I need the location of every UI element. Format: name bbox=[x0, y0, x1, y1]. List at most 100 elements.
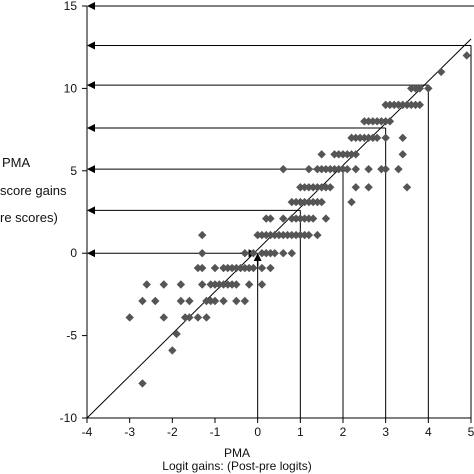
data-point-diamond bbox=[266, 263, 275, 273]
data-points bbox=[125, 51, 471, 388]
y-axis-label-line-1: PMA bbox=[2, 155, 31, 170]
data-point-diamond bbox=[223, 280, 232, 289]
data-point-diamond bbox=[206, 280, 215, 289]
data-point-diamond bbox=[172, 329, 181, 339]
x-tick-label: -2 bbox=[167, 425, 178, 439]
data-point-diamond bbox=[338, 150, 348, 159]
data-point-diamond bbox=[223, 263, 232, 273]
data-point-diamond bbox=[232, 263, 241, 273]
x-tick-label: -4 bbox=[82, 425, 93, 439]
data-point-diamond bbox=[304, 164, 314, 174]
data-point-diamond bbox=[176, 280, 186, 289]
data-point-diamond bbox=[193, 263, 203, 273]
data-point-diamond bbox=[168, 346, 177, 355]
data-point-diamond bbox=[381, 117, 390, 126]
data-point-diamond bbox=[151, 296, 160, 306]
data-point-diamond bbox=[138, 296, 147, 306]
data-point-diamond bbox=[381, 164, 390, 174]
data-point-diamond bbox=[368, 133, 378, 143]
data-point-diamond bbox=[355, 133, 365, 143]
x-tick-label: 2 bbox=[340, 425, 347, 439]
diagonal-reference-line bbox=[86, 38, 472, 419]
x-tick-label: 0 bbox=[254, 425, 261, 439]
data-point-diamond bbox=[202, 313, 211, 322]
data-point-diamond bbox=[219, 280, 228, 289]
data-point-diamond bbox=[377, 164, 386, 174]
data-point-diamond bbox=[296, 230, 305, 240]
data-point-diamond bbox=[300, 197, 309, 207]
data-point-diamond bbox=[210, 280, 220, 289]
data-point-diamond bbox=[270, 249, 279, 258]
data-point-diamond bbox=[304, 197, 314, 207]
data-point-diamond bbox=[291, 230, 301, 240]
data-point-diamond bbox=[424, 84, 433, 93]
x-tick-label: 3 bbox=[382, 425, 389, 439]
data-point-diamond bbox=[304, 230, 314, 240]
data-point-diamond bbox=[240, 263, 250, 273]
diagonal-line bbox=[86, 38, 472, 419]
data-point-diamond bbox=[368, 117, 378, 126]
data-point-diamond bbox=[287, 230, 296, 240]
data-point-diamond bbox=[257, 280, 267, 289]
data-point-diamond bbox=[398, 150, 407, 159]
data-point-diamond bbox=[232, 296, 241, 306]
data-point-diamond bbox=[330, 164, 339, 174]
data-point-diamond bbox=[240, 296, 250, 306]
data-point-diamond bbox=[415, 100, 424, 110]
data-point-diamond bbox=[300, 214, 309, 223]
data-point-diamond bbox=[279, 164, 288, 174]
data-point-diamond bbox=[159, 313, 168, 322]
data-point-diamond bbox=[334, 164, 343, 174]
x-tick-label: 1 bbox=[297, 425, 304, 439]
data-point-diamond bbox=[317, 197, 326, 207]
data-point-diamond bbox=[415, 84, 424, 93]
data-point-diamond bbox=[296, 214, 305, 223]
data-point-diamond bbox=[202, 296, 211, 306]
data-point-diamond bbox=[360, 133, 369, 143]
data-point-diamond bbox=[279, 230, 288, 240]
data-point-diamond bbox=[313, 197, 322, 207]
data-point-diamond bbox=[381, 100, 390, 110]
data-point-diamond bbox=[372, 133, 382, 143]
data-point-diamond bbox=[262, 249, 271, 258]
data-point-diamond bbox=[249, 263, 258, 273]
axes bbox=[82, 5, 472, 423]
data-point-diamond bbox=[198, 230, 207, 240]
data-point-diamond bbox=[321, 214, 331, 223]
data-point-diamond bbox=[407, 100, 416, 110]
data-point-diamond bbox=[402, 183, 412, 192]
data-point-diamond bbox=[343, 150, 352, 159]
data-point-diamond bbox=[398, 100, 407, 110]
data-point-diamond bbox=[198, 263, 207, 273]
data-point-diamond bbox=[159, 280, 168, 289]
data-point-diamond bbox=[394, 164, 403, 174]
data-point-diamond bbox=[364, 117, 373, 126]
data-point-diamond bbox=[266, 249, 275, 258]
data-point-diamond bbox=[206, 296, 215, 306]
data-point-diamond bbox=[300, 230, 309, 240]
data-point-diamond bbox=[210, 263, 220, 273]
data-point-diamond bbox=[215, 280, 224, 289]
data-point-diamond bbox=[296, 197, 305, 207]
data-point-diamond bbox=[317, 164, 326, 174]
data-point-diamond bbox=[270, 230, 279, 240]
data-point-diamond bbox=[142, 280, 151, 289]
data-point-diamond bbox=[313, 183, 322, 192]
data-point-diamond bbox=[227, 263, 237, 273]
data-point-diamond bbox=[249, 249, 258, 258]
data-point-diamond bbox=[351, 164, 360, 174]
x-tick-label: 5 bbox=[468, 425, 474, 439]
data-point-diamond bbox=[326, 183, 335, 192]
data-point-diamond bbox=[321, 164, 331, 174]
data-point-diamond bbox=[381, 133, 390, 143]
data-point-diamond bbox=[287, 197, 296, 207]
data-point-diamond bbox=[343, 164, 352, 174]
data-point-diamond bbox=[402, 100, 412, 110]
data-point-diamond bbox=[287, 214, 296, 223]
data-point-diamond bbox=[308, 214, 318, 223]
data-point-diamond bbox=[236, 263, 245, 273]
data-point-diamond bbox=[308, 197, 318, 207]
data-point-diamond bbox=[291, 197, 301, 207]
data-point-diamond bbox=[313, 164, 322, 174]
